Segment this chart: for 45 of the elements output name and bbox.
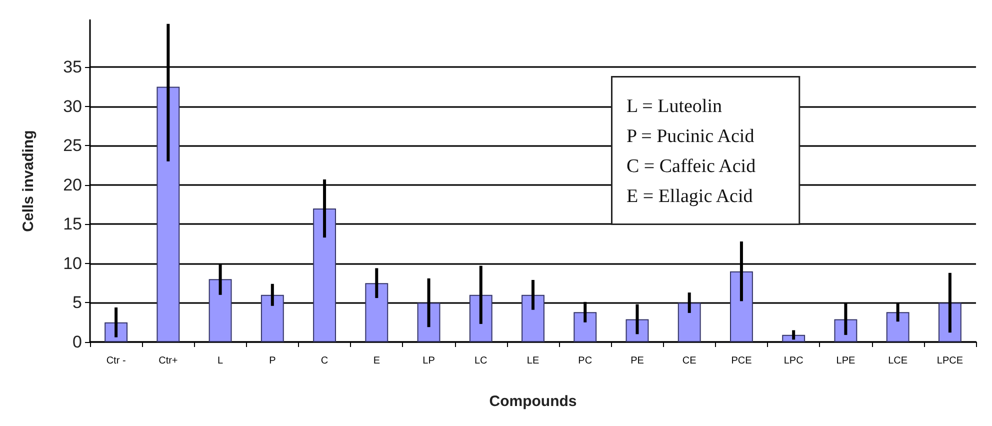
y-tick-label: 25 <box>63 136 82 156</box>
x-tick-label: LP <box>422 356 436 366</box>
x-tick-label: LPE <box>836 356 856 366</box>
bar <box>886 312 910 342</box>
bar <box>208 279 232 342</box>
x-tick-label: LPC <box>784 356 804 366</box>
x-tick-label: PCE <box>731 356 752 366</box>
bar <box>574 312 597 342</box>
bar <box>522 294 544 342</box>
bar <box>156 86 180 342</box>
y-tick-label: 35 <box>63 58 82 77</box>
x-tick-label: PE <box>630 356 644 366</box>
x-tick-label: LE <box>526 356 540 366</box>
x-tick-label: L <box>218 356 224 366</box>
bar <box>417 302 440 342</box>
x-tick-label: C <box>320 356 328 366</box>
x-tick-label: Ctr - <box>106 356 126 366</box>
y-axis-title: Cells invading <box>20 130 37 232</box>
bar <box>834 319 858 342</box>
annotation: P = Pucinic Acid <box>626 126 755 147</box>
bar <box>469 294 492 342</box>
bar <box>260 294 284 342</box>
x-tick-label: LPCE <box>936 356 964 366</box>
x-tick-label: CE <box>682 356 697 366</box>
x-axis-title: Compounds <box>489 393 577 410</box>
x-tick-label: LCE <box>888 356 908 366</box>
y-tick-label: 30 <box>63 96 82 116</box>
annotation: L = Luteolin <box>626 96 722 117</box>
y-tick-label: 0 <box>72 332 82 352</box>
y-tick-label: 15 <box>63 214 82 234</box>
y-tick-label: 10 <box>63 254 82 273</box>
bar <box>365 283 388 342</box>
x-tick-label: P <box>269 356 276 366</box>
bar <box>313 208 336 342</box>
x-tick-label: E <box>373 356 380 366</box>
bar <box>730 271 753 342</box>
bar <box>678 302 701 342</box>
annotation: C = Caffeic Acid <box>626 156 756 177</box>
bar <box>626 319 649 342</box>
y-tick-label: 20 <box>63 175 82 194</box>
annotation: E = Ellagic Acid <box>626 186 754 207</box>
x-tick-label: LC <box>474 356 488 366</box>
x-tick-label: Ctr+ <box>158 356 178 366</box>
x-tick-label: PC <box>578 356 592 366</box>
y-tick-label: 5 <box>72 293 82 312</box>
